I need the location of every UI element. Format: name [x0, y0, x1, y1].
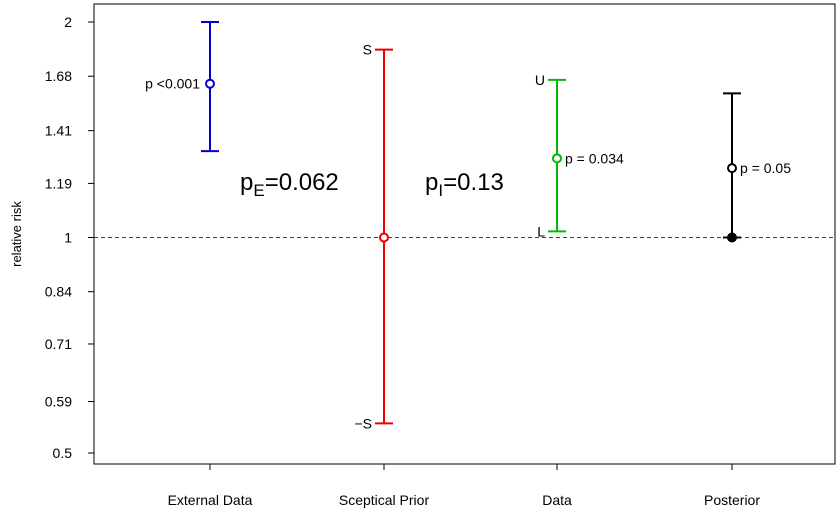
upper-end-label: S [363, 42, 372, 58]
p-value-label: p = 0.05 [740, 160, 791, 176]
y-tick-label: 1 [64, 230, 72, 246]
p-value-label: p <0.001 [145, 76, 200, 92]
y-tick-label: 0.5 [53, 445, 73, 461]
y-tick-label: 0.71 [45, 336, 72, 352]
y-axis: 2 1.68 1.41 1.19 1 0.84 0.71 0.59 0.5 [45, 14, 94, 461]
estimate-point [379, 232, 389, 243]
x-tick-label: Data [542, 492, 572, 508]
pi-annotation-value: =0.13 [443, 169, 504, 196]
y-tick-label: 1.41 [45, 123, 72, 139]
x-tick-label: External Data [168, 492, 253, 508]
pe-annotation-sub: E [253, 181, 264, 200]
x-tick-label: Sceptical Prior [339, 492, 430, 508]
pi-annotation-main: p [425, 169, 438, 196]
x-tick-label: Posterior [704, 492, 760, 508]
lower-point [727, 232, 737, 243]
p-value-label: p = 0.034 [565, 150, 624, 166]
y-axis-label: relative risk [9, 201, 24, 267]
lower-end-label: L [537, 223, 545, 239]
y-tick-label: 1.68 [45, 68, 72, 84]
y-tick-label: 2 [64, 14, 72, 30]
pi-annotation: pI=0.13 [425, 169, 504, 200]
estimate-point [727, 163, 737, 174]
pe-annotation-value: =0.062 [265, 169, 339, 196]
pe-annotation-main: p [240, 169, 253, 196]
lower-end-label: −S [354, 415, 372, 431]
series-1: S −S [354, 42, 393, 431]
series-group: p <0.001 S −S p = 0.034 U Lp = 0.05 [145, 21, 791, 431]
pi-annotation-sub: I [438, 181, 443, 200]
y-tick-label: 1.19 [45, 175, 72, 191]
estimate-point [552, 153, 562, 164]
pe-annotation: pE=0.062 [240, 169, 339, 200]
x-axis: External Data Sceptical Prior Data Posterio… [168, 464, 760, 508]
y-tick-label: 0.59 [45, 394, 72, 410]
upper-end-label: U [535, 72, 545, 88]
series-2: p = 0.034 U L [535, 72, 624, 239]
y-tick-label: 0.84 [45, 284, 72, 300]
series-0: p <0.001 [145, 21, 219, 153]
series-3: p = 0.05 [723, 92, 791, 243]
plot-frame [93, 3, 836, 465]
estimate-point [205, 78, 215, 89]
